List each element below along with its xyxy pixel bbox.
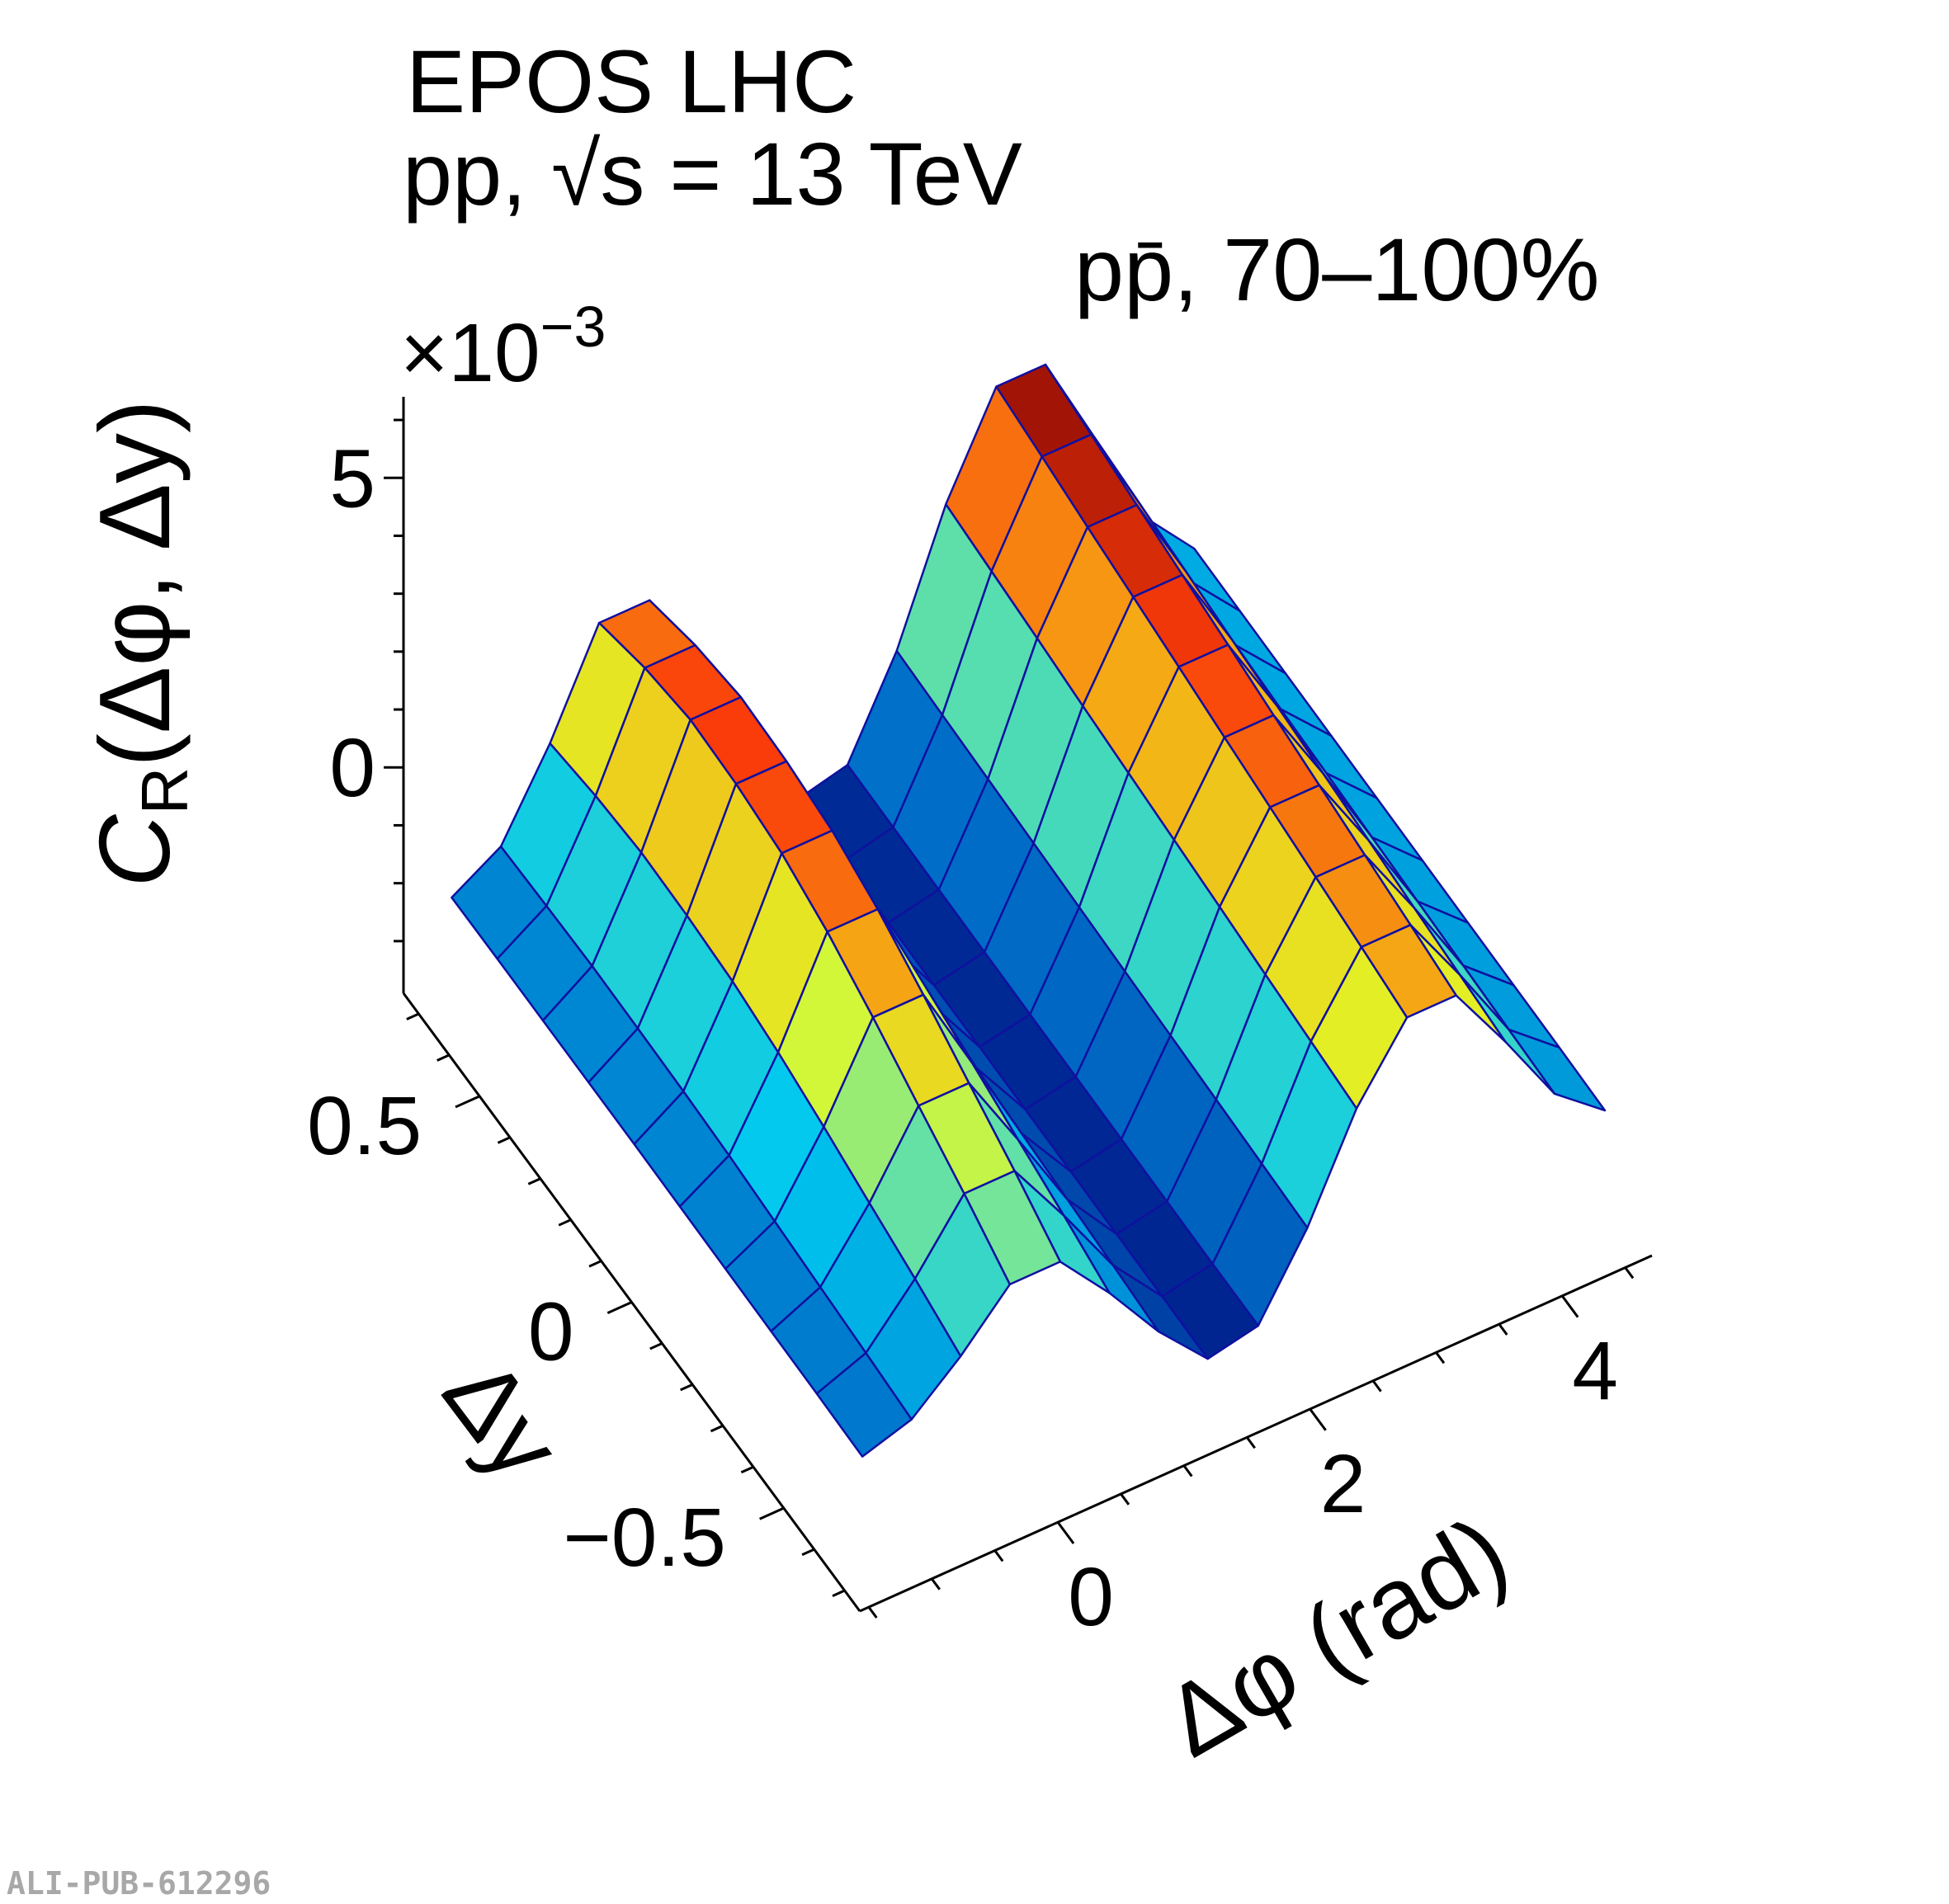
y-tick [406,1012,420,1020]
x-axis-line [859,1254,1653,1613]
pair-label: pp̄, 70–100% [1074,219,1600,319]
x-tick [1624,1266,1635,1280]
x-tick [1309,1408,1327,1431]
y-tick [606,1301,633,1314]
y-tick [740,1465,754,1474]
y-tick-label: 0 [528,1286,574,1379]
y-tick-label: −0.5 [563,1492,725,1584]
x-tick [1435,1351,1446,1364]
x-tick-label: 2 [1320,1438,1366,1530]
axes [384,397,1653,1619]
y-tick [649,1342,663,1350]
z-tick-label: 0 [329,722,375,814]
y-tick [455,1095,480,1109]
x-tick-label: 0 [1068,1551,1114,1643]
surface-cell [1508,1028,1607,1112]
y-tick [680,1383,693,1392]
y-tick [497,1136,511,1144]
z-title-rest: (Δφ, Δy) [78,399,191,766]
x-tick [1056,1521,1075,1544]
system-label: pp, √s = 13 TeV [403,124,1022,224]
y-tick [437,1053,450,1062]
y-tick [527,1177,541,1185]
x-tick [1561,1294,1579,1318]
z-multiplier-base: ×10 [400,307,540,399]
y-tick [801,1548,815,1557]
x-axis-title: Δφ (rad) [1146,1495,1526,1779]
y-tick [558,1218,572,1227]
z-multiplier: ×10−3 [400,295,606,399]
x-tick [1182,1464,1193,1477]
surface-cell [815,1351,913,1458]
z-tick-label: 5 [329,432,375,525]
z-title-sub: R [128,767,201,815]
y-tick [710,1424,724,1433]
y-tick [759,1506,785,1520]
generator-label: EPOS LHC [406,31,857,131]
tick-labels: 5 0 0.5 0 −0.5 0 2 4 [307,432,1618,1643]
x-tick [993,1549,1004,1562]
x-tick-label: 4 [1572,1325,1618,1417]
watermark: ALI-PUB-612296 [7,1865,271,1902]
x-tick [1246,1436,1256,1449]
x-tick [867,1606,878,1619]
y-tick [588,1260,602,1268]
y-tick-label: 0.5 [307,1080,422,1172]
z-title-main: C [78,814,191,888]
x-tick [1498,1323,1508,1336]
z-axis-title: CR(Δφ, Δy) [78,399,201,887]
z-multiplier-exp: −3 [540,295,606,359]
x-tick [1371,1379,1382,1393]
y-tick [832,1589,846,1597]
surface [451,363,1607,1458]
x-tick [931,1577,941,1591]
x-tick [1120,1493,1130,1506]
